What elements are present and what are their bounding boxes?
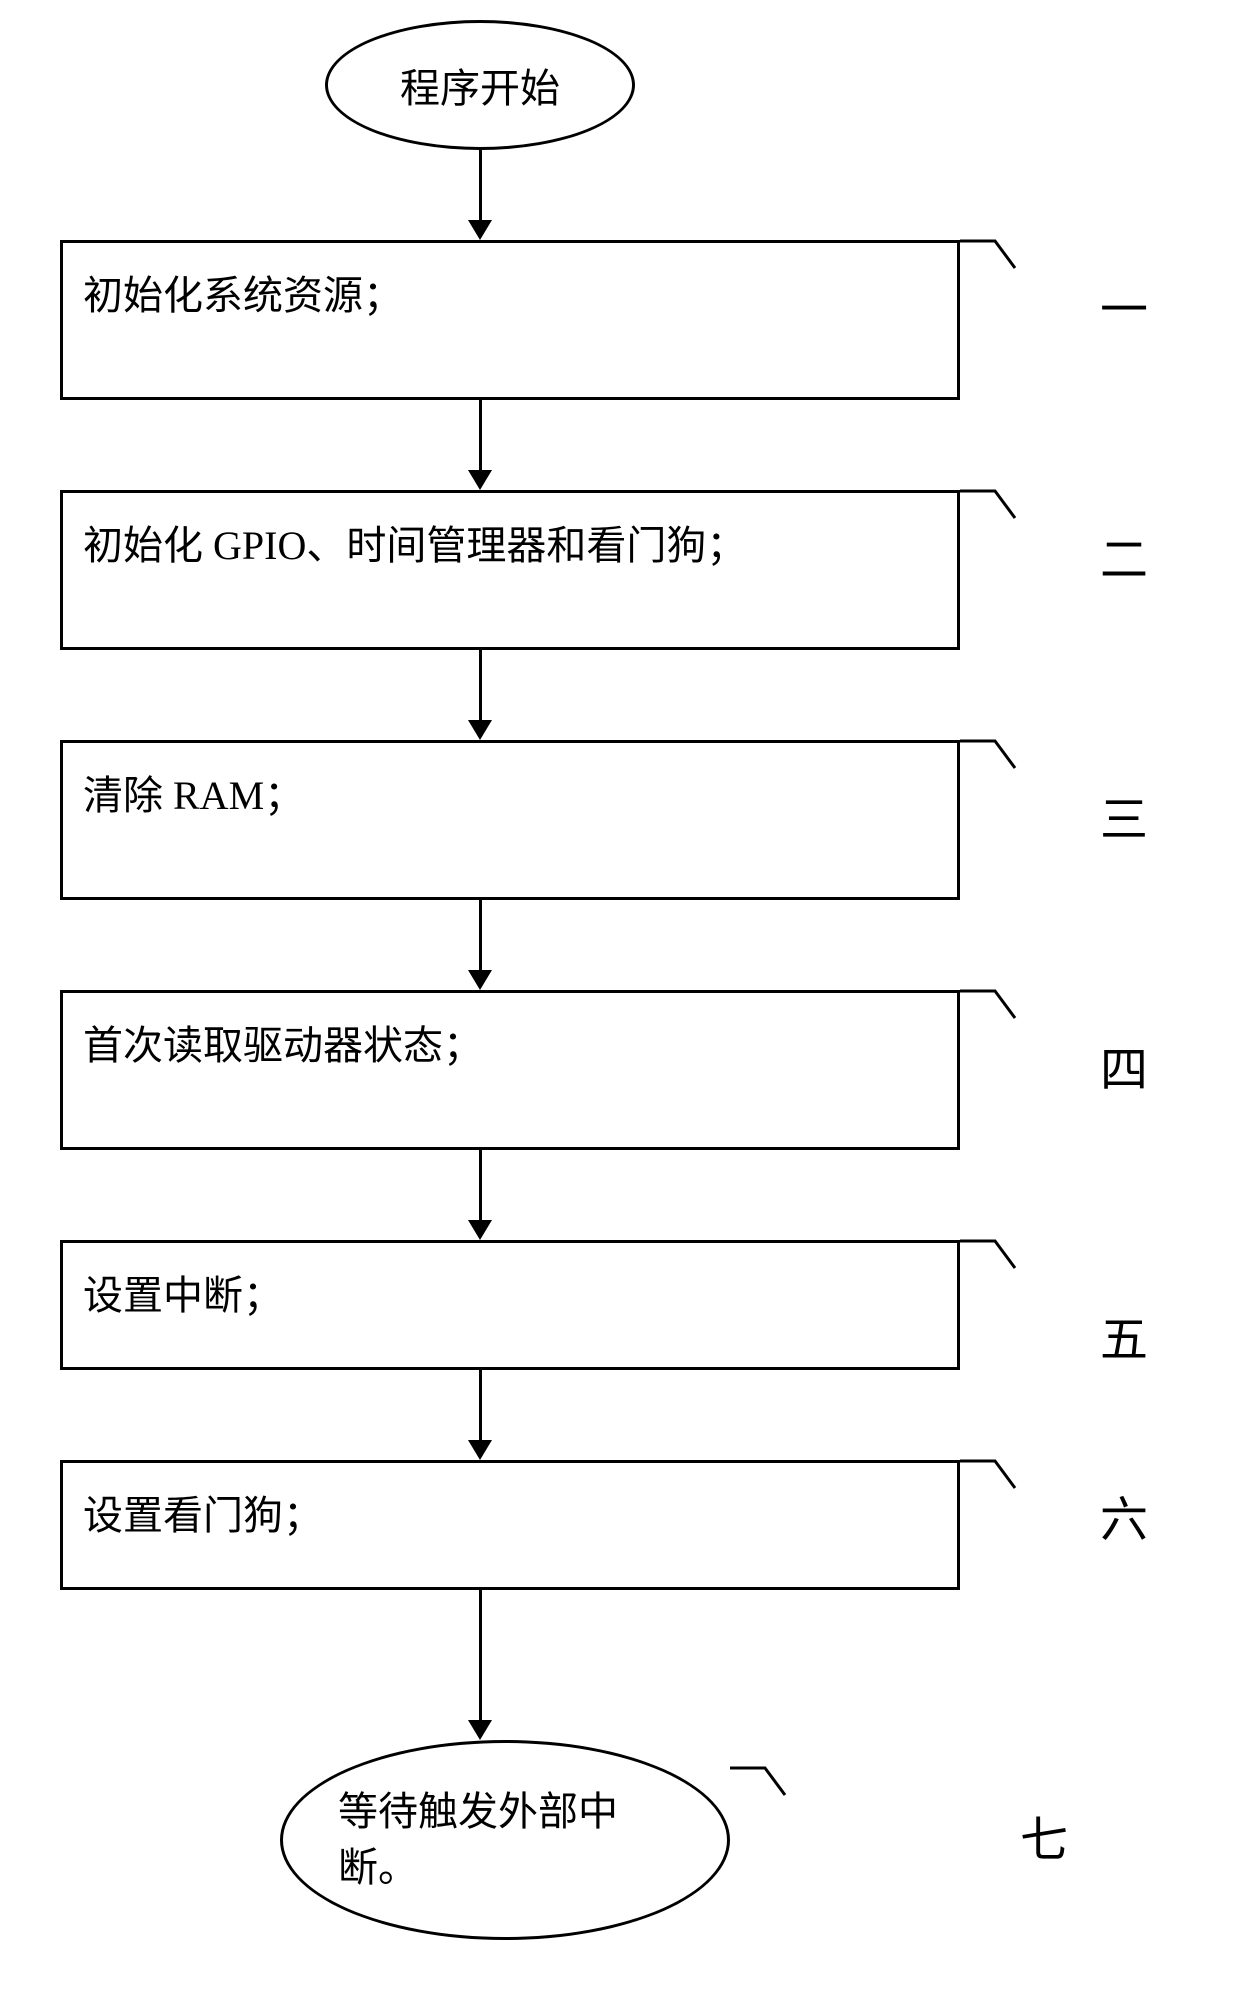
step-3-tab	[960, 738, 1020, 773]
step-2-tab	[960, 488, 1020, 523]
step-6: 设置看门狗；	[60, 1460, 960, 1590]
step-6-label: 六	[1100, 1480, 1148, 1550]
step-7-label: 七	[1020, 1800, 1068, 1870]
arrow-head	[468, 1440, 492, 1460]
arrow-head	[468, 720, 492, 740]
step-2-label: 二	[1100, 520, 1148, 590]
end-node: 等待触发外部中断。	[280, 1740, 730, 1940]
start-node: 程序开始	[325, 20, 635, 150]
arrow-head	[468, 470, 492, 490]
edge	[479, 900, 482, 970]
step-5-label: 五	[1100, 1300, 1148, 1370]
step-2-text: 初始化 GPIO、时间管理器和看门狗；	[83, 513, 746, 571]
flowchart-container: 程序开始 初始化系统资源； 一 初始化 GPIO、时间管理器和看门狗； 二 清除…	[0, 0, 1237, 2000]
edge	[479, 150, 482, 220]
step-7-tab	[730, 1765, 790, 1800]
step-1-label: 一	[1100, 270, 1148, 340]
edge	[479, 1150, 482, 1220]
end-text: 等待触发外部中断。	[338, 1784, 672, 1896]
step-1-text: 初始化系统资源；	[83, 263, 403, 321]
step-3-text: 清除 RAM；	[83, 763, 304, 821]
step-3: 清除 RAM；	[60, 740, 960, 900]
edge	[479, 400, 482, 470]
step-4-label: 四	[1100, 1030, 1148, 1100]
step-5: 设置中断；	[60, 1240, 960, 1370]
edge	[479, 1590, 482, 1720]
step-6-text: 设置看门狗；	[83, 1483, 323, 1541]
edge	[479, 650, 482, 720]
edge	[479, 1370, 482, 1440]
start-label: 程序开始	[400, 56, 560, 114]
step-6-tab	[960, 1458, 1020, 1493]
arrow-head	[468, 220, 492, 240]
step-2: 初始化 GPIO、时间管理器和看门狗；	[60, 490, 960, 650]
arrow-head	[468, 970, 492, 990]
arrow-head	[468, 1720, 492, 1740]
step-1-tab	[960, 238, 1020, 273]
step-4-text: 首次读取驱动器状态；	[83, 1013, 483, 1071]
step-4-tab	[960, 988, 1020, 1023]
step-5-text: 设置中断；	[83, 1263, 283, 1321]
step-4: 首次读取驱动器状态；	[60, 990, 960, 1150]
arrow-head	[468, 1220, 492, 1240]
step-3-label: 三	[1100, 780, 1148, 850]
step-5-tab	[960, 1238, 1020, 1273]
step-1: 初始化系统资源；	[60, 240, 960, 400]
